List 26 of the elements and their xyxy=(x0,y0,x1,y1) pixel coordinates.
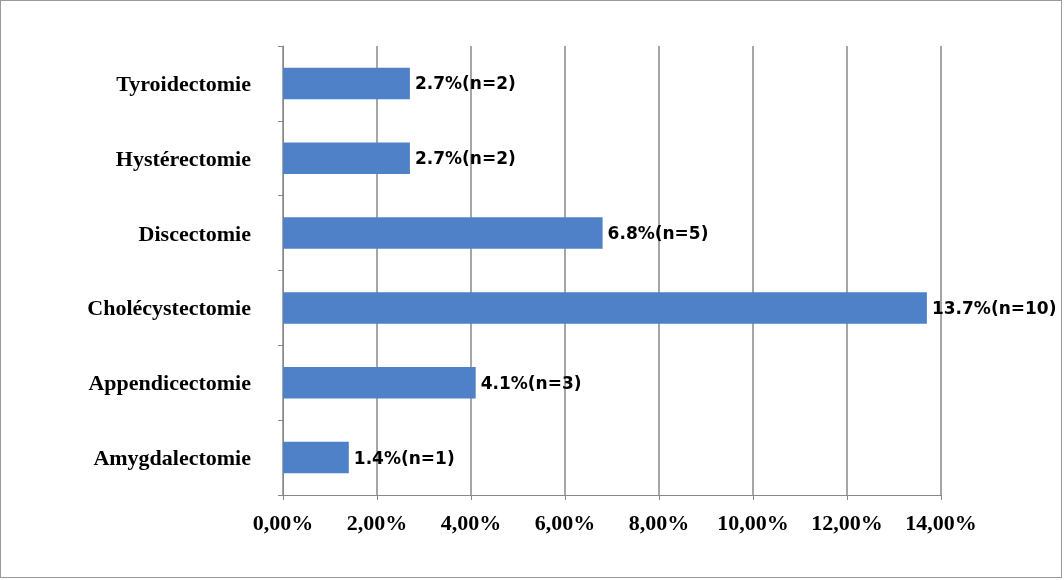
bar xyxy=(283,367,476,399)
x-tick-label: 12,00% xyxy=(811,509,883,535)
y-tick-label: Cholécystectomie xyxy=(87,295,252,321)
y-tick-label: Amygdalectomie xyxy=(93,445,252,471)
x-tick-label: 8,00% xyxy=(628,509,690,535)
data-label: 13.7%(n=10) xyxy=(931,297,1057,318)
y-tick-label: Tyroidectomie xyxy=(116,70,252,96)
data-label: 2.7%(n=2) xyxy=(414,73,516,94)
data-label: 4.1%(n=3) xyxy=(480,372,582,393)
y-tick-label: Hystérectomie xyxy=(115,145,252,171)
x-tick-label: 6,00% xyxy=(534,509,596,535)
x-tick-label: 0,00% xyxy=(252,509,314,535)
x-tick-label: 4,00% xyxy=(440,509,502,535)
data-label: 2.7%(n=2) xyxy=(414,148,516,169)
bar xyxy=(283,67,410,100)
y-tick-label: Appendicectomie xyxy=(88,370,252,396)
bar xyxy=(283,142,410,174)
bar xyxy=(283,217,603,249)
data-label: 6.8%(n=5) xyxy=(607,223,709,244)
data-label: 1.4%(n=1) xyxy=(353,447,455,468)
bar xyxy=(283,441,349,474)
bar xyxy=(283,292,927,324)
x-tick-label: 14,00% xyxy=(905,509,977,535)
y-tick-label: Discectomie xyxy=(138,220,252,246)
x-tick-label: 10,00% xyxy=(717,509,789,535)
x-tick-label: 2,00% xyxy=(346,509,408,535)
